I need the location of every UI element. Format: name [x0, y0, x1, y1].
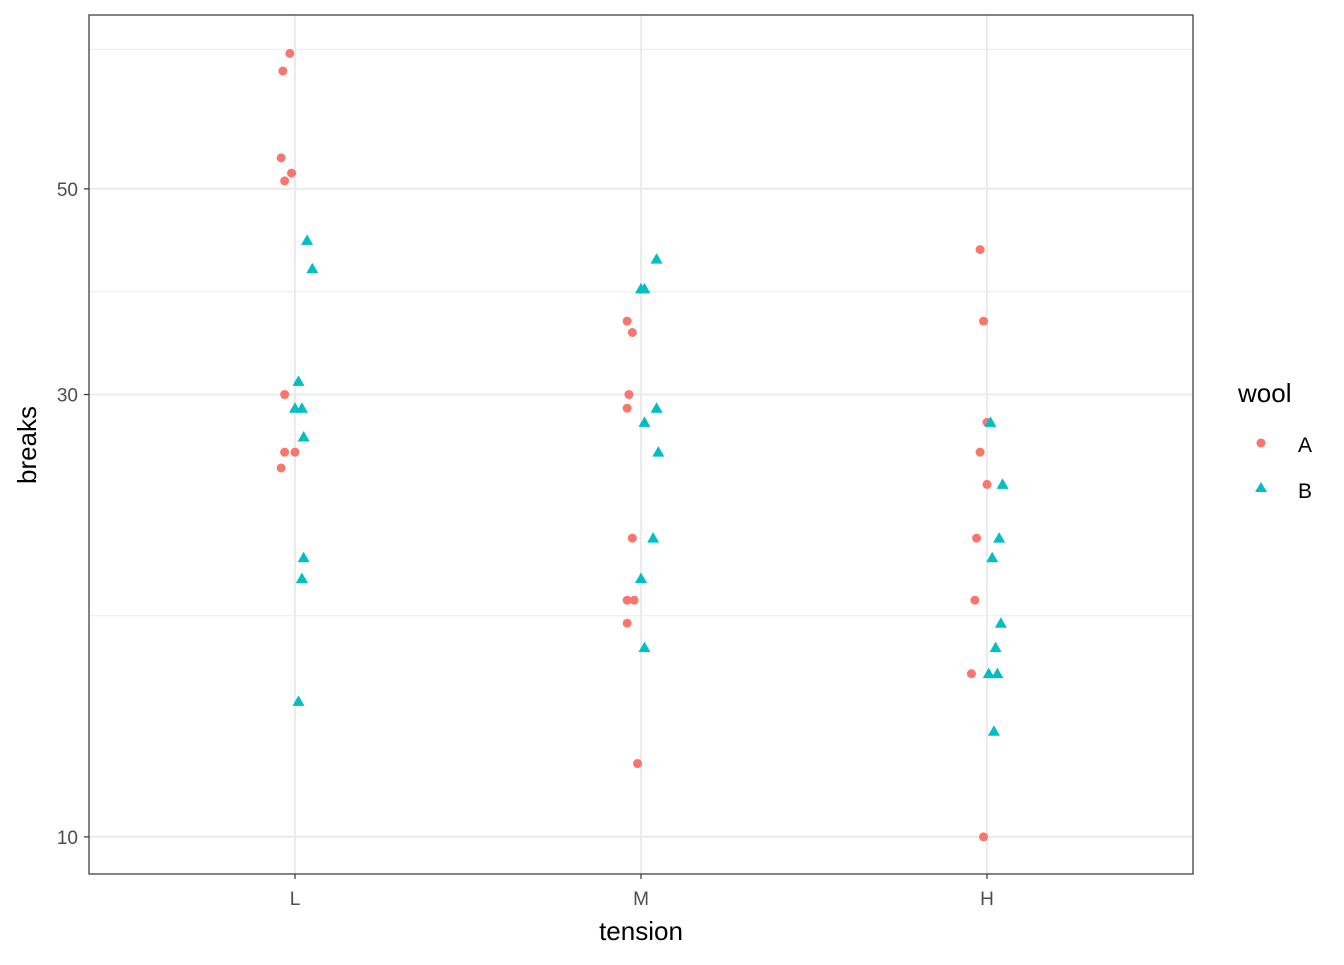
- point-wool-a: [622, 403, 632, 413]
- x-axis-title: tension: [599, 916, 683, 946]
- point-wool-a: [287, 168, 297, 178]
- point-wool-b: [984, 416, 997, 427]
- point-wool-b: [297, 551, 310, 563]
- point-wool-b: [986, 551, 999, 563]
- point-wool-a: [624, 390, 634, 400]
- point-wool-a: [280, 390, 290, 400]
- legend-label-b: B: [1298, 480, 1312, 503]
- point-wool-b: [635, 572, 647, 583]
- point-wool-a: [276, 153, 286, 163]
- point-wool-a: [970, 595, 980, 605]
- point-wool-a: [979, 316, 989, 326]
- point-wool-b: [989, 641, 1002, 653]
- point-wool-b: [987, 725, 1000, 736]
- point-wool-b: [638, 641, 651, 653]
- point-wool-a: [280, 176, 290, 186]
- point-wool-a: [982, 479, 992, 489]
- point-wool-b: [647, 532, 660, 543]
- point-wool-a: [280, 447, 290, 457]
- point-wool-b: [301, 234, 314, 245]
- point-wool-b: [638, 282, 651, 294]
- point-wool-b: [295, 572, 308, 583]
- point-wool-a: [278, 66, 288, 76]
- point-wool-a: [290, 447, 300, 457]
- point-wool-b: [993, 532, 1006, 543]
- point-wool-b: [292, 375, 305, 386]
- point-wool-a: [622, 618, 632, 628]
- point-wool-b: [638, 416, 651, 427]
- point-wool-a: [629, 595, 639, 605]
- point-wool-a: [975, 447, 985, 457]
- point-wool-a: [979, 832, 989, 842]
- y-axis: 10 30 50: [57, 180, 89, 849]
- point-wool-b: [652, 446, 665, 457]
- point-wool-b: [991, 667, 1004, 679]
- legend-key-a: [1256, 438, 1266, 448]
- point-wool-b: [295, 402, 308, 413]
- x-tick-label: H: [980, 889, 994, 910]
- point-wool-b: [650, 402, 663, 413]
- point-wool-b: [292, 695, 305, 706]
- data-points: [276, 48, 1009, 842]
- point-wool-b: [982, 667, 995, 679]
- point-wool-b: [994, 617, 1007, 628]
- x-tick-label: L: [290, 889, 301, 910]
- point-wool-b: [306, 262, 319, 274]
- point-wool-a: [622, 316, 632, 326]
- y-tick-label: 10: [57, 828, 78, 849]
- point-wool-a: [966, 669, 976, 679]
- point-wool-b: [297, 430, 310, 442]
- point-wool-b: [996, 478, 1009, 489]
- y-axis-title: breaks: [12, 406, 42, 484]
- point-wool-a: [972, 533, 982, 543]
- point-wool-a: [276, 463, 286, 473]
- y-tick-label: 50: [57, 180, 78, 201]
- y-tick-label: 30: [57, 386, 78, 407]
- point-wool-a: [633, 758, 643, 768]
- legend-key-b: [1255, 482, 1267, 492]
- point-wool-a: [285, 48, 295, 58]
- point-wool-a: [622, 595, 632, 605]
- point-wool-a: [975, 245, 985, 255]
- point-wool-a: [627, 327, 637, 337]
- legend: wool A B: [1237, 378, 1312, 503]
- point-wool-a: [627, 533, 637, 543]
- legend-label-a: A: [1298, 434, 1312, 457]
- legend-title: wool: [1237, 378, 1291, 408]
- point-wool-b: [650, 253, 663, 264]
- x-tick-label: M: [633, 889, 649, 910]
